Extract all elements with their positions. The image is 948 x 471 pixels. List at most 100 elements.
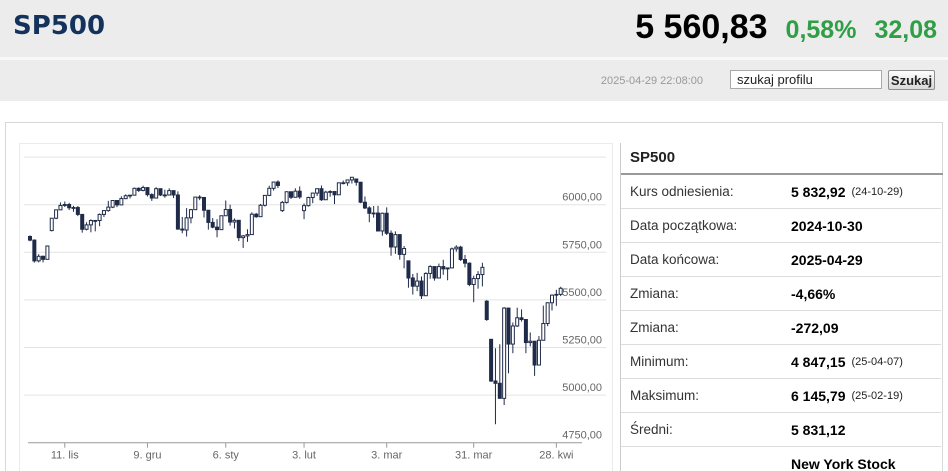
info-row-label: Zmiana: <box>630 320 679 335</box>
candle-body <box>319 188 324 201</box>
candle-body <box>454 246 459 250</box>
candle-body <box>175 194 180 230</box>
candle-body <box>345 179 350 184</box>
candle-body <box>271 181 276 189</box>
candle-body <box>297 190 302 198</box>
y-axis-label: 5500,00 <box>562 287 602 299</box>
x-axis-label: 3. lut <box>292 450 316 462</box>
candle-body <box>523 319 528 344</box>
candle-body <box>558 287 563 295</box>
candle-body <box>336 182 341 196</box>
candle-body <box>167 190 172 196</box>
candle-body <box>275 181 280 186</box>
candle-body <box>550 294 554 304</box>
candle-body <box>84 224 89 230</box>
candle-body <box>532 340 537 366</box>
y-axis-label: 5000,00 <box>562 382 602 394</box>
candle-body <box>171 190 176 196</box>
info-row-value: 2024-10-30 <box>791 217 863 234</box>
x-axis-label: 6. sty <box>213 450 240 462</box>
candle-body <box>458 246 463 261</box>
info-row: Minimum: 4 847,15 (25-04-07) <box>621 345 941 379</box>
candle-body <box>97 213 102 222</box>
candle-body <box>489 338 494 382</box>
candle-body <box>62 204 67 206</box>
candle-body <box>402 247 407 255</box>
candle-body <box>528 340 533 344</box>
candle-body <box>245 234 250 237</box>
candle-body <box>75 207 80 215</box>
info-row: Maksimum: 6 145,79 (25-02-19) <box>621 379 941 413</box>
candle-body <box>110 200 115 208</box>
info-row: Zmiana: -272,09 <box>621 311 941 345</box>
candle-body <box>154 188 159 199</box>
candle-body <box>132 187 137 196</box>
quote-block: 5 560,83 0,58% 32,08 <box>635 8 937 47</box>
candle-body <box>467 262 472 285</box>
info-rows: Kurs odniesienia: 5 832,92 (24-10-29) Data … <box>621 175 943 471</box>
candle-body <box>188 209 193 219</box>
candle-body <box>341 182 346 185</box>
candle-body <box>554 293 559 296</box>
candle-body <box>289 191 293 198</box>
info-row: Zmiana: -4,66% <box>621 277 941 311</box>
change-percent: 0,58% <box>785 16 857 44</box>
quote-card: 6000,00 5750,00 5500,00 5250,00 5000,00 4750,… <box>5 122 943 471</box>
info-row-value: 4 847,15 <box>791 353 846 370</box>
candle-body <box>88 220 93 226</box>
candle-body <box>358 181 363 203</box>
candle-body <box>367 207 372 214</box>
candle-body <box>223 208 228 217</box>
info-row-value: New York Stock <box>791 455 896 471</box>
candle-body <box>197 196 202 199</box>
candle-body <box>315 188 320 194</box>
last-price: 5 560,83 <box>635 8 768 46</box>
x-axis-label: 9. gru <box>133 450 161 462</box>
info-row: Średni: 5 831,12 <box>621 413 941 447</box>
candle-body <box>541 323 546 341</box>
candle-body <box>328 191 333 193</box>
candle-body <box>380 212 385 232</box>
candle-body <box>284 191 289 203</box>
candle-body <box>354 178 359 183</box>
candle-body <box>145 187 150 196</box>
candle-body <box>41 255 46 260</box>
candle-body <box>423 272 428 297</box>
candle-body <box>510 325 515 345</box>
candle-body <box>36 255 41 262</box>
candle-body <box>441 266 446 270</box>
band-separator <box>0 57 948 60</box>
candle-body <box>232 219 237 223</box>
candle-body <box>302 205 307 212</box>
candle-body <box>28 235 32 241</box>
top-header-band: SP500 5 560,83 0,58% 32,08 <box>0 0 948 57</box>
candle-body <box>106 206 111 212</box>
candle-body <box>67 204 72 209</box>
info-row-note: (24-10-29) <box>851 185 903 198</box>
candle-body <box>158 188 163 196</box>
search-button[interactable]: Szukaj <box>888 70 935 90</box>
candle-body <box>332 191 337 196</box>
candle-body <box>215 226 220 231</box>
candle-body <box>449 248 454 269</box>
candle-body <box>419 280 424 297</box>
info-row-value: 6 145,79 <box>791 387 846 404</box>
sub-header-band: 2025-04-29 22:08:00 Szukaj <box>0 60 948 101</box>
candle-body <box>249 213 254 236</box>
candle-body <box>210 221 215 228</box>
candle-body <box>376 212 380 232</box>
candle-body <box>128 194 133 197</box>
candle-body <box>410 277 415 287</box>
candle-body <box>397 234 402 255</box>
candle-body <box>415 280 420 287</box>
candle-body <box>58 204 63 211</box>
candle-body <box>54 209 59 219</box>
candle-body <box>349 176 354 181</box>
candle-body <box>228 208 233 223</box>
info-row-label: Zmiana: <box>630 286 679 301</box>
candle-body <box>480 266 485 276</box>
candle-body <box>193 196 198 211</box>
x-axis-label: 28. kwi <box>539 450 573 462</box>
candle-body <box>463 259 467 264</box>
search-input[interactable] <box>730 70 882 89</box>
